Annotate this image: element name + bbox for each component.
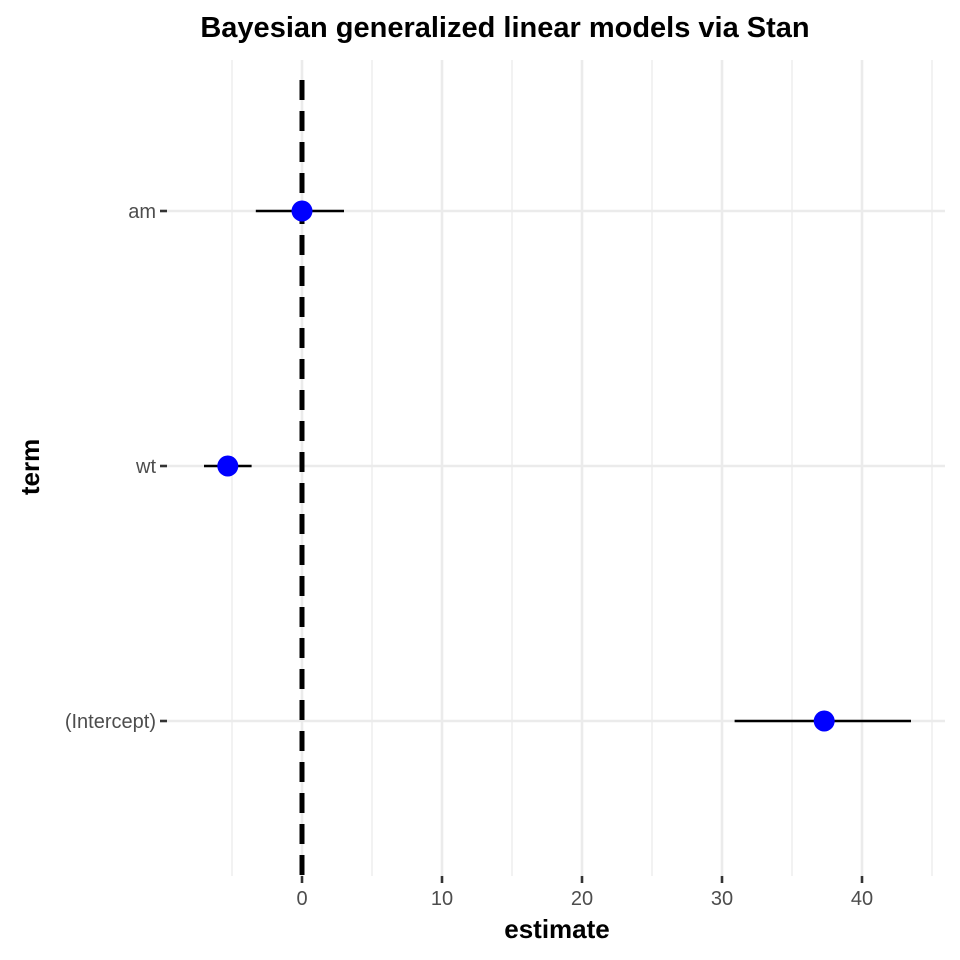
x-axis-title: estimate: [504, 914, 610, 944]
estimate-point-intercept: [813, 710, 835, 732]
y-tick-label: wt: [135, 456, 156, 478]
x-tick-label: 20: [571, 888, 593, 910]
x-axis: 0 10 20 30 40: [296, 876, 873, 910]
y-axis: am wt (Intercept): [65, 201, 167, 733]
chart-title: Bayesian generalized linear models via S…: [200, 12, 809, 44]
grid-lines: [167, 60, 945, 876]
y-tick-label: am: [128, 201, 156, 223]
estimate-point-am: [291, 200, 313, 222]
x-tick-label: 40: [851, 888, 873, 910]
point-layer: [217, 200, 835, 732]
x-tick-label: 30: [711, 888, 733, 910]
estimate-point-wt: [217, 455, 239, 477]
y-tick-label: (Intercept): [65, 711, 156, 733]
x-tick-label: 10: [431, 888, 453, 910]
y-axis-title: term: [15, 439, 45, 495]
x-tick-label: 0: [296, 888, 307, 910]
